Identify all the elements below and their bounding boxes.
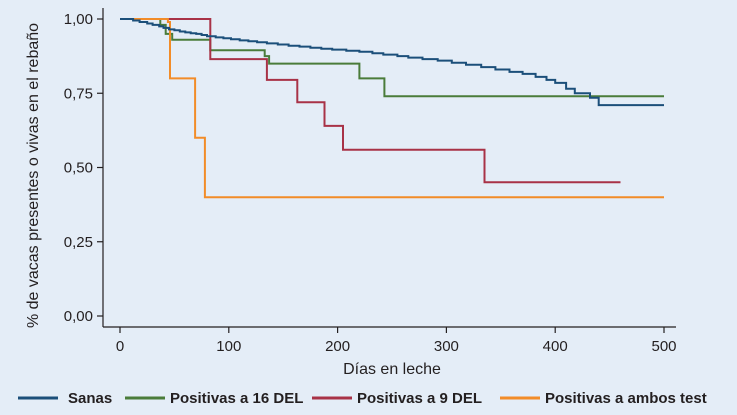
legend-label-3: Positivas a ambos test [545,390,707,407]
x-tick-label: 500 [651,338,676,355]
y-tick-label: 0,25 [64,234,93,251]
y-tick-label: 0,00 [64,308,93,325]
y-tick-label: 0,75 [64,85,93,102]
chart-axes: 0,00 0,25 0,50 0,75 1,00 0 100 200 300 400 500 [64,8,677,355]
series-line-1 [120,18,664,98]
y-tick-label: 0,50 [64,160,93,177]
series-layer [120,18,664,199]
chart-legend: Sanas Positivas a 16 DEL Positivas a 9 DEL… [18,390,707,407]
series-line-0 [120,18,664,107]
legend-label-2: Positivas a 9 DEL [357,390,482,407]
x-tick-label: 0 [116,338,124,355]
y-axis-title: % de vacas presentes o vivas en el rebañ… [25,23,42,328]
series-line-2 [120,18,621,184]
x-tick-label: 300 [434,338,459,355]
x-tick-label: 400 [543,338,568,355]
x-axis-title: Días en leche [343,361,441,378]
y-tick-label: 1,00 [64,11,93,28]
legend-label-0: Sanas [68,390,112,407]
legend-label-1: Positivas a 16 DEL [170,390,303,407]
series-line-3 [120,18,664,199]
x-tick-label: 200 [325,338,350,355]
x-tick-label: 100 [216,338,241,355]
